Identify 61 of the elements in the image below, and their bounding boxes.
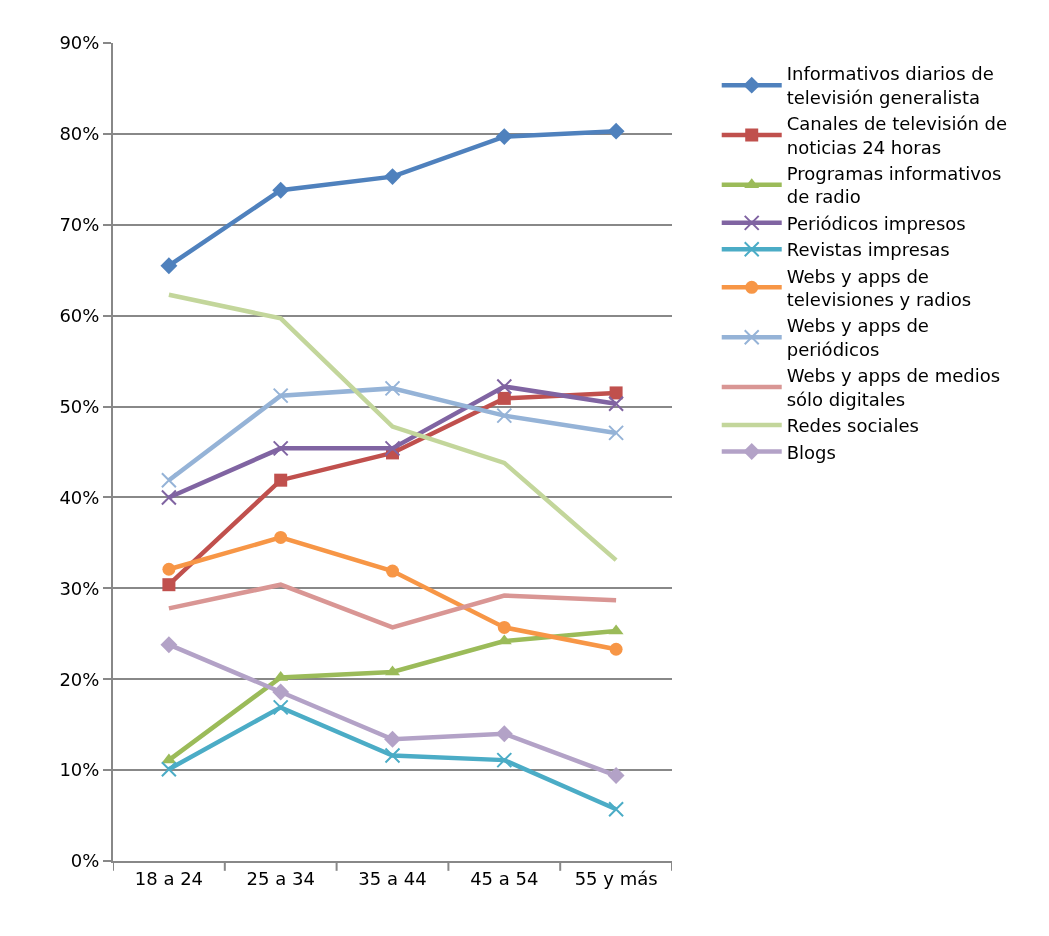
point (272, 181, 290, 199)
x-tick-label: 35 a 44 (358, 867, 427, 889)
x-tick-label: 18 a 24 (134, 867, 204, 889)
point (160, 761, 177, 778)
point (496, 378, 513, 395)
x-tick-label: 55 y más (574, 867, 658, 889)
point (384, 440, 401, 457)
point (162, 578, 176, 592)
legend-label: Blogs (786, 441, 836, 463)
y-tick-label: 50% (59, 395, 100, 417)
point (160, 489, 177, 506)
point (272, 683, 290, 701)
point (495, 725, 513, 743)
point (160, 472, 177, 489)
point (384, 380, 401, 397)
point (274, 473, 288, 487)
point (384, 730, 401, 748)
legend-label: Webs y apps de periódicos (786, 315, 929, 360)
y-tick-label: 40% (59, 486, 100, 508)
point (495, 128, 513, 146)
point (497, 620, 511, 634)
y-tick-label: 20% (59, 668, 100, 690)
point (272, 699, 289, 716)
point (386, 564, 399, 578)
legend-label: Revistas impresas (786, 239, 950, 261)
point (496, 407, 513, 424)
y-tick-label: 30% (59, 577, 100, 599)
y-tick-label: 90% (59, 32, 100, 54)
point (272, 387, 289, 404)
point (160, 257, 178, 275)
point (607, 122, 625, 140)
line-series (166, 292, 619, 563)
point (272, 440, 289, 457)
y-tick-label: 80% (59, 123, 100, 145)
point (608, 801, 625, 818)
y-tick-label: 10% (59, 759, 100, 781)
line-series (166, 582, 619, 630)
legend-label: Informativos diarios de televisión generalista (786, 63, 994, 108)
y-tick-label: 0% (70, 850, 100, 872)
x-tick-label: 25 a 34 (246, 867, 315, 889)
point (162, 562, 176, 576)
point (384, 168, 401, 186)
legend-label: Webs y apps de televisiones y radios (786, 265, 972, 311)
point (384, 747, 401, 764)
point (609, 386, 623, 400)
point (274, 530, 288, 544)
y-tick-label: 60% (59, 304, 100, 326)
legend-label: Webs y apps de medios sólo digitales (786, 365, 1001, 410)
point (497, 391, 511, 405)
legend-label: Periódicos impresos (786, 212, 966, 234)
x-tick-label: 45 a 54 (470, 867, 539, 889)
legend-label: Programas informativos de radio (786, 163, 1002, 208)
y-tick-label: 70% (59, 214, 100, 236)
point (609, 642, 623, 656)
point (608, 395, 625, 412)
point (160, 636, 178, 654)
point (496, 752, 513, 769)
point (607, 767, 625, 785)
legend-label: Redes sociales (786, 415, 919, 437)
legend-label: Canales de televisión de noticias 24 horas (786, 113, 1008, 158)
point (608, 424, 625, 441)
